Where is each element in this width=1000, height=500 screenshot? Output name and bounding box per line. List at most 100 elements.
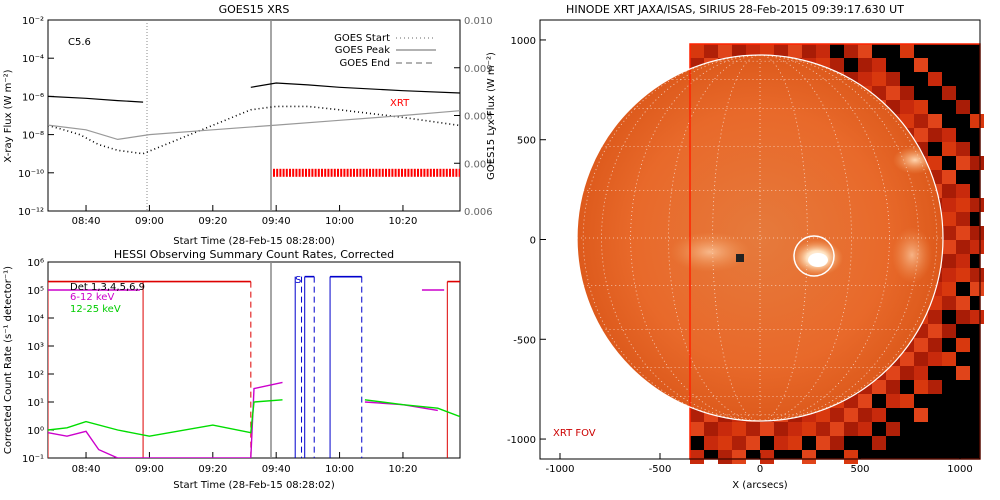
xrt-mosaic-block xyxy=(956,240,970,254)
xrt-obs-bar xyxy=(381,168,384,177)
xrt-mosaic-block xyxy=(942,296,956,310)
xrt-x-label: X (arcsecs) xyxy=(732,480,788,491)
xrt-mosaic-block xyxy=(760,450,774,464)
xrt-mosaic-block xyxy=(914,58,928,72)
xrt-mosaic-block xyxy=(872,436,886,450)
xrt-mosaic-block xyxy=(872,58,886,72)
goes-y-tick-label: 10⁻¹⁰ xyxy=(18,169,44,180)
xrt-mosaic-block xyxy=(844,450,858,464)
hessi-x-ticks: 08:40 09:00 09:20 09:40 10:00 10:20 xyxy=(72,452,417,475)
xrt-mosaic-block xyxy=(970,198,984,212)
xrt-obs-bar xyxy=(388,168,391,177)
xrt-obs-bar xyxy=(359,168,362,177)
xrt-mosaic-block xyxy=(970,114,984,128)
xrt-mosaic-block xyxy=(914,380,928,394)
xrt-obs-bar xyxy=(452,168,455,177)
xrt-obs-bar xyxy=(417,168,419,177)
goes-y-tick-label: 10⁻⁴ xyxy=(22,54,44,65)
xrt-mosaic-block xyxy=(942,352,956,366)
xrt-obs-bar xyxy=(449,168,451,177)
xrt-mosaic-block xyxy=(872,72,886,86)
goes-y-ticks: 10⁻² 10⁻⁴ 10⁻⁶ 10⁻⁸ 10⁻¹⁰ 10⁻¹² xyxy=(18,16,54,218)
xrt-obs-bar xyxy=(337,168,339,177)
goes-title: GOES15 XRS xyxy=(219,3,290,16)
xrt-obs-bar xyxy=(375,168,378,177)
goes-series-line-0 xyxy=(250,82,460,94)
goes-x-tick-label: 10:00 xyxy=(325,216,354,227)
hessi-y-tick-label: 10⁰ xyxy=(27,426,44,437)
xrt-mosaic-block xyxy=(900,394,914,408)
xrt-mosaic-block xyxy=(900,100,914,114)
xrt-mosaic-block xyxy=(942,170,956,184)
xrt-obs-bar xyxy=(397,168,400,177)
hessi-y-tick-label: 10⁴ xyxy=(27,314,44,325)
goes-y-label-right: GOES15 Lyx Flux (W m⁻²) xyxy=(486,52,497,180)
hessi-y-tick-label: 10² xyxy=(27,370,44,381)
xrt-obs-bar xyxy=(442,168,445,177)
xrt-fov-label: XRT FOV xyxy=(553,428,596,439)
xrt-mosaic-block xyxy=(928,324,942,338)
xrt-obs-bar xyxy=(404,168,407,177)
xrt-mosaic-block xyxy=(886,86,900,100)
xrt-mosaic-block xyxy=(956,184,970,198)
hessi-y-ticks: 10⁶ 10⁵ 10⁴ 10³ 10² 10¹ 10⁰ 10⁻¹ xyxy=(22,258,54,465)
xrt-obs-bar xyxy=(308,168,311,177)
xrt-panel: HINODE XRT JAXA/ISAS, SIRIUS 28-Feb-2015… xyxy=(507,3,984,491)
xrt-x-tick-label: 500 xyxy=(850,464,869,475)
xrt-mosaic-block xyxy=(956,212,970,226)
xrt-mosaic-block xyxy=(802,44,816,58)
xrt-mosaic-block xyxy=(928,114,942,128)
xrt-obs-bar xyxy=(436,168,439,177)
xrt-obs-bar xyxy=(346,168,349,177)
xrt-mosaic-block xyxy=(956,226,970,240)
xrt-mosaic-block xyxy=(900,366,914,380)
xrt-mosaic-block xyxy=(774,44,788,58)
hessi-x-tick-label: 09:00 xyxy=(135,464,164,475)
xrt-mosaic-block xyxy=(788,436,802,450)
hessi-y-tick-label: 10³ xyxy=(27,342,44,353)
xrt-obs-bar xyxy=(356,168,359,177)
xrt-mosaic-block xyxy=(900,44,914,58)
xrt-mosaic-block xyxy=(886,380,900,394)
xrt-mosaic-block xyxy=(830,436,844,450)
xrt-mosaic-block xyxy=(732,422,746,436)
goes-y-label: X-ray Flux (W m⁻²) xyxy=(3,69,14,162)
goes-class-label: C5.6 xyxy=(68,37,91,48)
xrt-mosaic-block xyxy=(914,114,928,128)
hessi-y-label: Corrected Count Rate (s⁻¹ detector⁻¹) xyxy=(3,266,14,454)
xrt-y-tick-label: 1000 xyxy=(511,36,536,47)
xrt-title: HINODE XRT JAXA/ISAS, SIRIUS 28-Feb-2015… xyxy=(566,3,904,16)
goes-series-line-1 xyxy=(48,105,460,155)
xrt-mosaic-block xyxy=(872,380,886,394)
xrt-obs-bar xyxy=(330,168,333,177)
xrt-obs-bar xyxy=(433,168,435,177)
xrt-obs-bar xyxy=(349,168,352,177)
xrt-mosaic-block xyxy=(900,86,914,100)
xrt-obs-bar xyxy=(292,168,295,177)
xrt-obs-bar xyxy=(426,168,429,177)
goes-series-line-0 xyxy=(48,95,144,103)
xrt-mosaic-block xyxy=(970,310,984,324)
xrt-mosaic-block xyxy=(928,72,942,86)
xrt-mosaic-block xyxy=(970,156,984,170)
xrt-mosaic-block xyxy=(704,436,718,450)
xrt-mosaic-block xyxy=(970,240,984,254)
xrt-mosaic-block xyxy=(942,226,956,240)
longitude-line xyxy=(759,55,808,421)
xrt-y-tick-label: 0 xyxy=(530,236,536,247)
xrt-mosaic-block xyxy=(914,100,928,114)
goes-y-tick-label-right: 0.009 xyxy=(464,64,493,75)
xrt-x-tick-label: 1000 xyxy=(947,464,972,475)
xrt-mosaic-block xyxy=(816,422,830,436)
longitude-line xyxy=(668,55,761,421)
xrt-obs-bar xyxy=(420,168,423,177)
xrt-obs-bar xyxy=(333,168,336,177)
xrt-mosaic-block xyxy=(718,436,732,450)
goes-y-tick-label: 10⁻⁸ xyxy=(22,131,44,142)
xrt-obs-bar xyxy=(305,168,307,177)
xrt-obs-bar xyxy=(273,168,275,177)
xrt-mosaic-block xyxy=(830,408,844,422)
goes-y-tick-label: 10⁻¹² xyxy=(18,207,44,218)
solar-limb xyxy=(576,54,944,422)
bright-region-e xyxy=(892,227,932,283)
